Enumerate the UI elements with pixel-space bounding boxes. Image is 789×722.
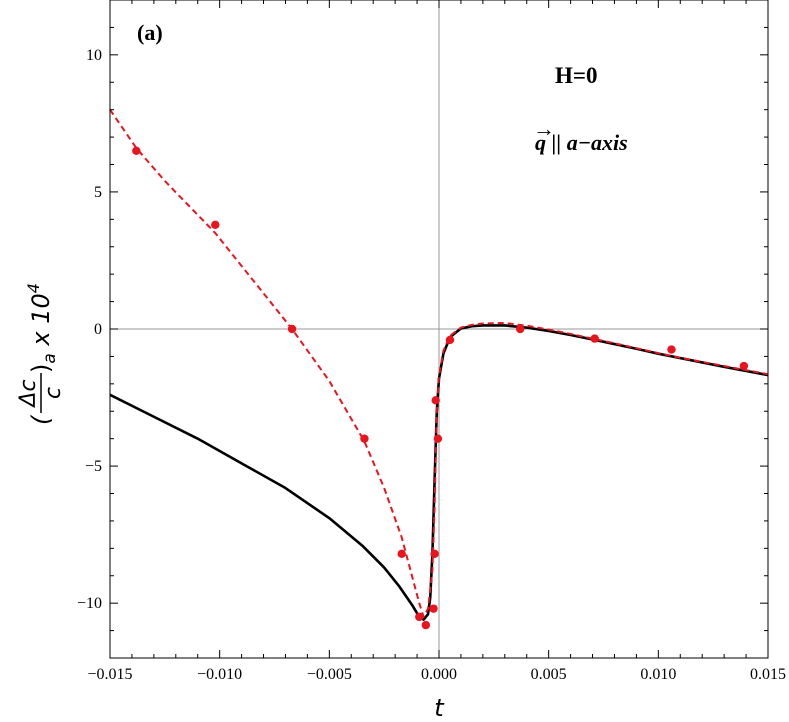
series-layer: [109, 109, 769, 630]
data-point: [429, 604, 438, 613]
field-annotation: H=0: [555, 63, 598, 88]
y-tick-label: −10: [77, 595, 102, 612]
x-tick-label: −0.015: [87, 666, 132, 683]
data-point: [415, 612, 424, 622]
x-tick-label: 0.015: [750, 666, 786, 683]
x-axis-title: t: [434, 694, 445, 722]
x-tick-label: 0.005: [531, 666, 567, 683]
data-point: [132, 146, 141, 155]
direction-annotation: → q || a−axis: [533, 116, 628, 155]
data-point: [211, 220, 220, 230]
y-tick-label: 5: [94, 184, 102, 201]
data-point: [445, 335, 455, 345]
panel-label: (a): [137, 20, 163, 45]
data-point: [287, 324, 297, 334]
x-tick-label: 0.000: [421, 666, 457, 683]
svg-text:q || a−axis: q || a−axis: [535, 130, 628, 155]
data-point: [739, 361, 749, 371]
data-point: [430, 549, 439, 559]
y-tick-label: 0: [94, 321, 102, 338]
ticks: −0.015 −0.010 −0.005 0.000 0.005 0.010 0.015 −1…: [77, 0, 786, 683]
data-point: [515, 324, 525, 334]
x-tick-label: −0.005: [307, 666, 352, 683]
direction-arrow: →: [533, 116, 555, 141]
data-point: [360, 434, 369, 443]
fit-curve-dashed: [109, 109, 769, 618]
y-axis-factor: x 10: [27, 293, 55, 353]
y-axis-subscript: a: [40, 353, 60, 363]
zero-lines: [110, 0, 768, 658]
x-tick-label: −0.010: [197, 666, 242, 683]
y-axis-numerator: Δc: [16, 379, 41, 408]
data-point: [433, 434, 443, 443]
y-axis-title: Δc c ( )a x 104: [16, 283, 66, 425]
y-axis-open-paren: (: [27, 414, 55, 425]
svg-text:(: (: [27, 414, 55, 425]
data-point: [421, 620, 431, 630]
x-tick-label: 0.010: [640, 666, 676, 683]
data-point: [431, 396, 440, 405]
y-axis-exponent: 4: [24, 283, 43, 293]
data-point: [590, 334, 599, 343]
svg-text:)a x 104: )a x 104: [24, 283, 60, 373]
direction-vector: q: [535, 130, 546, 155]
direction-text: || a−axis: [546, 130, 628, 155]
y-axis-close-paren: ): [27, 364, 55, 373]
y-tick-label: −5: [85, 458, 102, 475]
data-point: [667, 345, 676, 354]
y-axis-denominator: c: [41, 387, 66, 399]
y-tick-label: 10: [86, 47, 102, 64]
data-point: [397, 549, 406, 559]
